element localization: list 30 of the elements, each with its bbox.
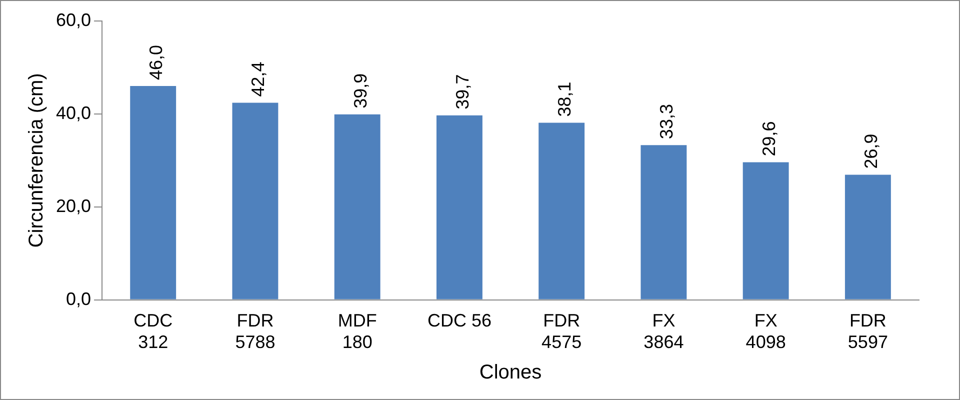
y-tick-label: 40,0 — [56, 102, 92, 123]
y-tick-label: 20,0 — [56, 196, 92, 216]
bar — [538, 122, 585, 300]
bar — [640, 145, 687, 300]
bar — [334, 114, 380, 300]
y-tick-label: 0,0 — [66, 288, 92, 309]
x-tick-label: MDF 180 — [338, 310, 377, 352]
x-tick-label: FDR 4575 — [542, 310, 582, 352]
x-axis-title: Clones — [479, 362, 542, 384]
x-tick-label: FDR 5597 — [848, 310, 888, 352]
x-tick-label: FDR 5788 — [235, 310, 276, 352]
x-tick-label: CDC 312 — [134, 310, 173, 352]
data-label: 26,9 — [860, 134, 881, 169]
x-tick-label: CDC 56 — [427, 310, 492, 331]
bar — [232, 102, 278, 300]
x-tick-label: FX 3864 — [644, 310, 684, 352]
data-label: 42,4 — [248, 62, 268, 97]
data-label: 46,0 — [146, 45, 166, 80]
data-label: 38,1 — [554, 82, 575, 117]
bar — [436, 115, 482, 300]
bar — [130, 86, 176, 300]
y-tick-label: 60,0 — [56, 10, 92, 30]
y-axis-title: Circunferencia (cm) — [26, 73, 48, 248]
bar — [742, 162, 789, 300]
data-label: 39,9 — [350, 73, 370, 108]
data-label: 39,7 — [452, 74, 472, 110]
bar — [844, 174, 891, 300]
data-label: 29,6 — [758, 121, 779, 156]
data-label: 33,3 — [656, 104, 677, 140]
x-tick-label: FX 4098 — [746, 310, 786, 352]
